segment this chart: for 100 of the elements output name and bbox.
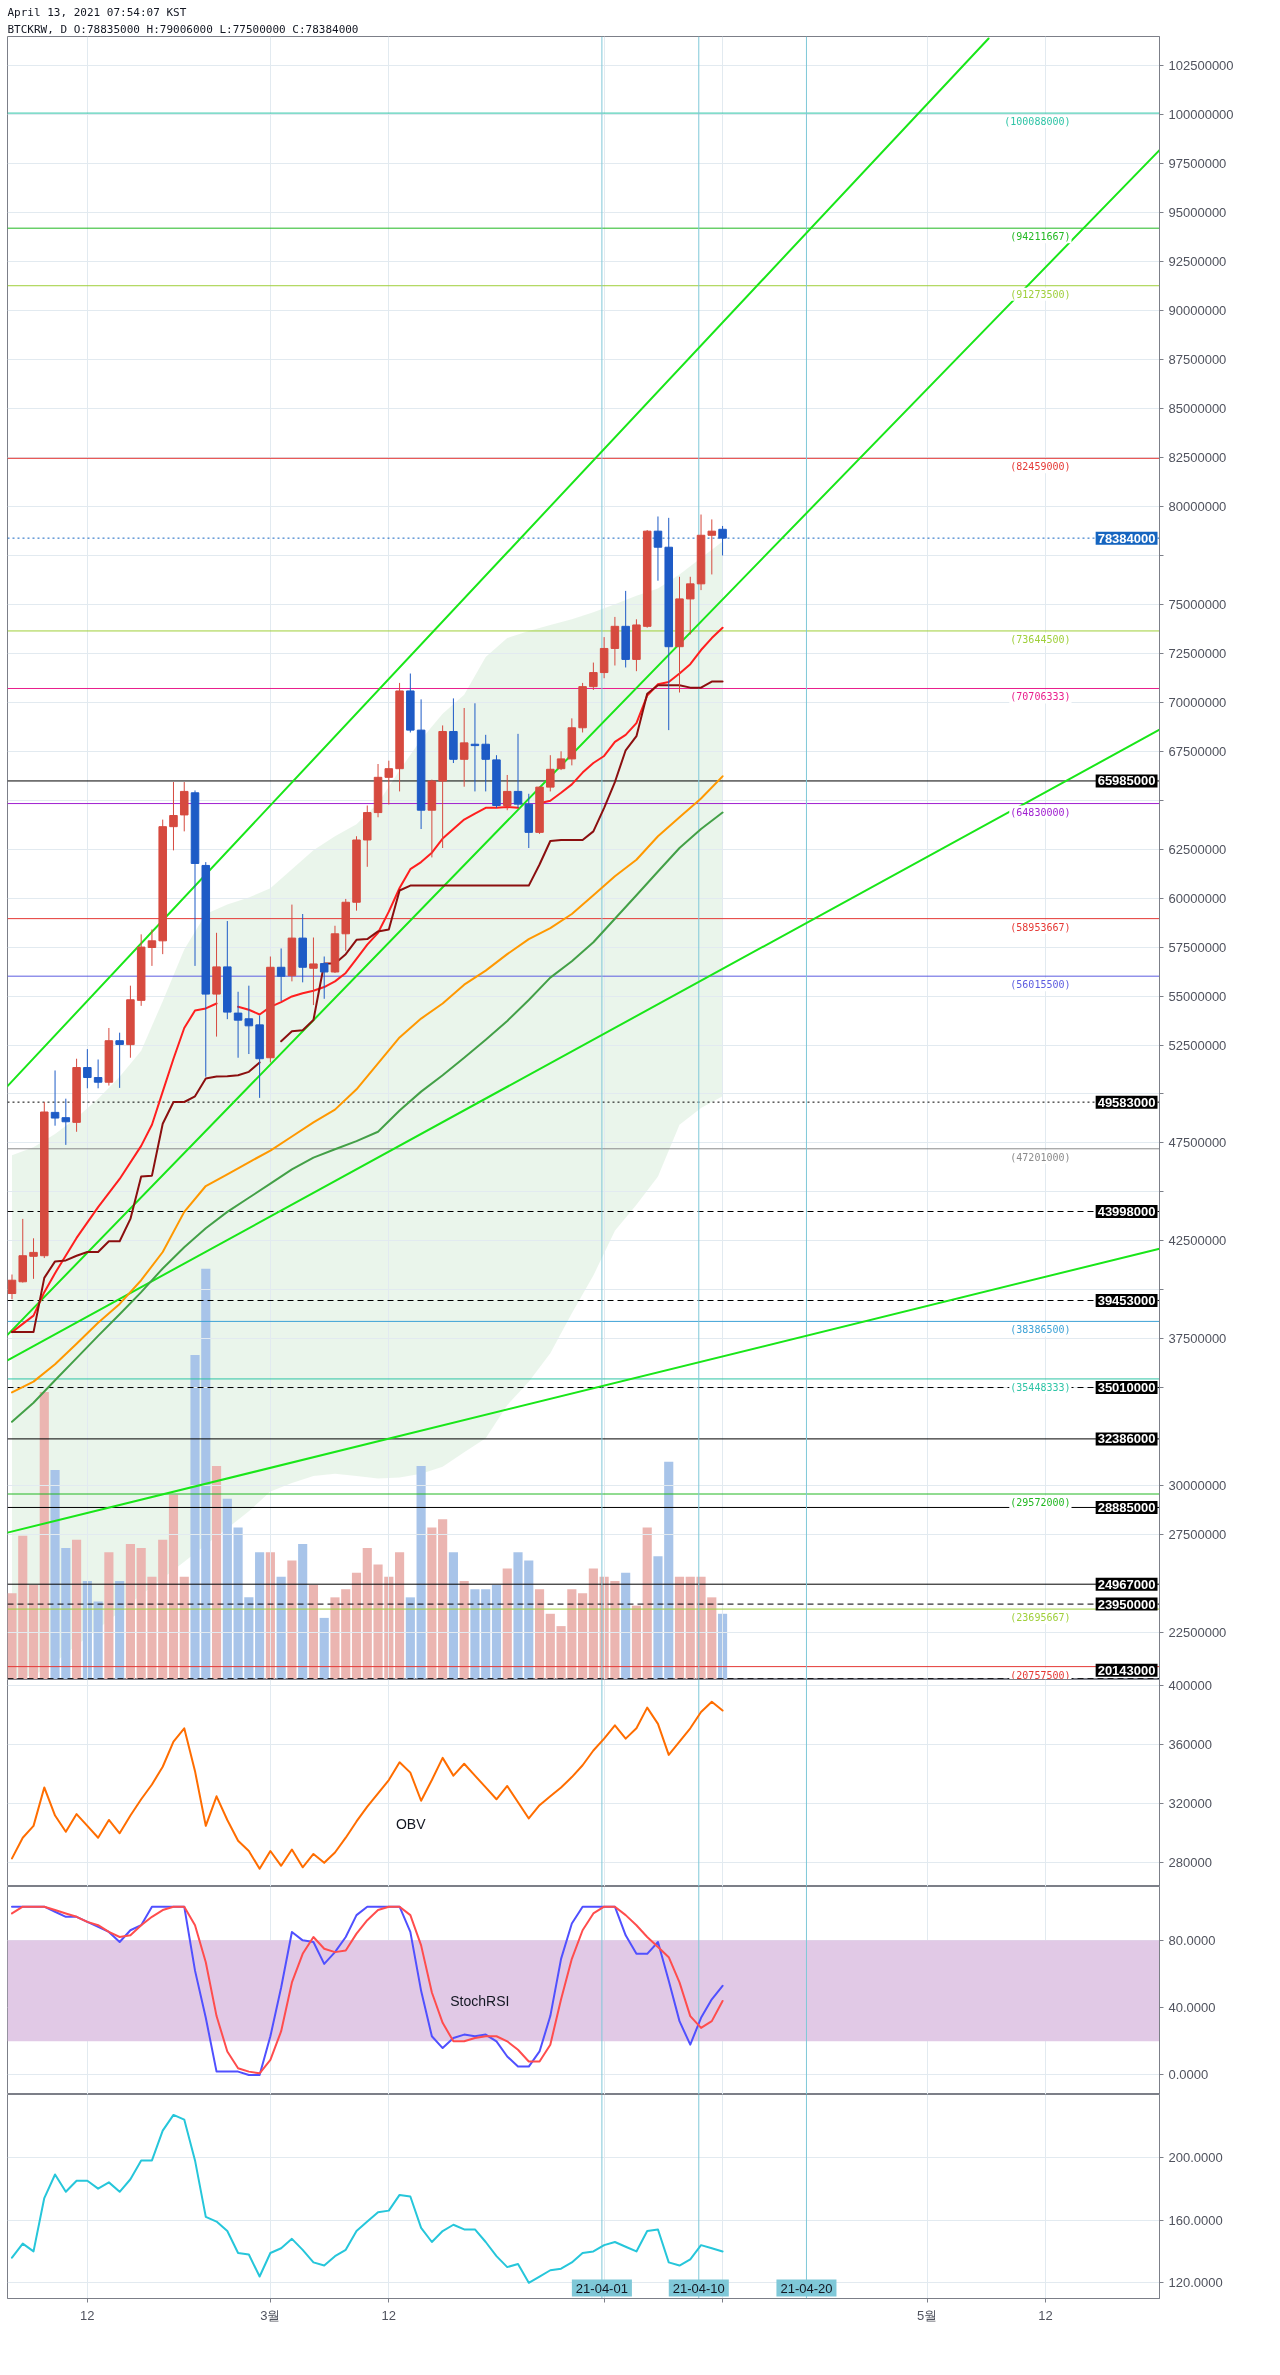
ref-line-label: (56015500) <box>1010 979 1071 991</box>
ref-line-label: (94211667) <box>1010 231 1071 243</box>
y-tick-label: 30000000 <box>1168 1478 1227 1494</box>
x-tick-label: 3월 <box>260 2307 281 2323</box>
y-tick-label: 97500000 <box>1168 156 1227 172</box>
y-tick-label: 67500000 <box>1168 743 1227 759</box>
candlestick <box>7 1274 17 1300</box>
y-tick-label: 75000000 <box>1168 596 1227 612</box>
candlestick <box>169 781 178 851</box>
bar <box>125 1543 135 1679</box>
ref-line-label: (38386500) <box>1010 1324 1071 1336</box>
bar <box>588 1568 598 1679</box>
ref-line-label: (47201000) <box>1010 1151 1071 1163</box>
bar <box>211 1465 222 1679</box>
x-tick-label: 12 <box>80 2307 95 2323</box>
y-tick-label: 120.0000 <box>1168 2275 1223 2291</box>
ref-line-label: 23950000 <box>1097 1596 1156 1612</box>
ref-line-label: (73644500) <box>1010 633 1071 645</box>
candlestick <box>513 733 523 809</box>
chart-title: April 13, 2021 07:54:07 KST <box>7 5 187 19</box>
y-tick-label: 55000000 <box>1168 988 1227 1004</box>
annotation: OBV <box>395 1816 427 1833</box>
chart-subtitle: BTCKRW, D O:78835000 H:79006000 L:77500000 C:78384000 <box>7 22 359 36</box>
y-tick-label: 280000 <box>1168 1855 1212 1871</box>
ref-line-label: 32386000 <box>1097 1431 1156 1447</box>
candlestick <box>589 662 598 691</box>
bar <box>491 1585 502 1679</box>
y-tick-label: 100000000 <box>1168 107 1234 123</box>
candlestick <box>707 518 717 575</box>
x-tick-label: 12 <box>381 2307 397 2323</box>
ref-line-label: 28885000 <box>1097 1499 1156 1515</box>
candlestick <box>481 734 490 792</box>
y-tick-label: 57500000 <box>1168 939 1227 955</box>
y-tick-label: 87500000 <box>1168 352 1227 368</box>
candlestick <box>459 707 469 788</box>
ref-line-label: (64830000) <box>1010 806 1071 818</box>
ref-line-label: (58953667) <box>1010 921 1071 933</box>
y-tick-label: 360000 <box>1168 1737 1212 1753</box>
candlestick <box>50 1069 60 1127</box>
y-tick-label: 90000000 <box>1168 303 1227 319</box>
candlestick <box>233 991 243 1059</box>
candlestick <box>686 576 695 635</box>
ref-line-label: (23695667) <box>1010 1612 1071 1624</box>
y-tick-label: 400000 <box>1168 1677 1212 1693</box>
line-series <box>10 1700 724 1870</box>
candlestick <box>115 1032 124 1089</box>
annotation: StochRSI <box>450 1992 510 2009</box>
y-tick-label: 22500000 <box>1168 1625 1227 1640</box>
y-tick-label: 95000000 <box>1168 205 1227 221</box>
bar <box>308 1585 319 1679</box>
ref-line-label: 78384000 <box>1097 530 1156 546</box>
y-tick-label: 102500000 <box>1168 58 1234 74</box>
candlestick <box>179 781 189 832</box>
candlestick <box>502 774 512 811</box>
ref-line-label: 21-04-10 <box>672 2280 725 2296</box>
ref-line-label: (35448333) <box>1010 1381 1071 1393</box>
x-tick-label: 5월 <box>917 2307 938 2323</box>
ref-line-label: 49583000 <box>1097 1094 1156 1110</box>
bar <box>298 1543 308 1679</box>
ref-line-label: 65985000 <box>1097 773 1156 789</box>
y-tick-label: 27500000 <box>1168 1527 1227 1543</box>
bar <box>631 1605 642 1679</box>
bar <box>427 1527 437 1679</box>
ref-line-label: (91273500) <box>1010 288 1071 300</box>
ref-line-label: 43998000 <box>1097 1204 1156 1220</box>
y-tick-label: 70000000 <box>1168 694 1227 710</box>
y-tick-label: 72500000 <box>1168 645 1227 661</box>
y-tick-label: 320000 <box>1168 1796 1212 1812</box>
candlestick <box>384 760 394 806</box>
candlestick <box>276 947 286 1002</box>
bar <box>39 1391 49 1679</box>
bar <box>179 1576 189 1679</box>
ref-line-label: 35010000 <box>1097 1380 1156 1396</box>
line-series <box>10 2113 724 2284</box>
candlestick <box>546 754 555 792</box>
y-tick-label: 92500000 <box>1168 254 1227 270</box>
ref-line-label: (100088000) <box>1004 116 1071 128</box>
bar <box>72 1539 82 1679</box>
y-tick-label: 60000000 <box>1168 890 1227 906</box>
candlestick <box>83 1048 92 1089</box>
bar <box>448 1552 458 1679</box>
y-tick-label: 80000000 <box>1168 498 1227 514</box>
candlestick <box>610 616 620 666</box>
ref-line-label: (82459000) <box>1010 461 1071 473</box>
ref-line-label: 21-04-01 <box>575 2280 628 2296</box>
y-tick-label: 85000000 <box>1168 401 1227 417</box>
y-tick-label: 82500000 <box>1168 450 1227 466</box>
bar <box>438 1519 448 1679</box>
ref-line-label: 24967000 <box>1097 1576 1156 1592</box>
candlestick <box>319 956 329 1000</box>
bar <box>115 1580 125 1679</box>
bar <box>255 1552 265 1679</box>
bar <box>642 1527 652 1679</box>
bar <box>578 1593 588 1679</box>
ref-line-label: (29572000) <box>1010 1497 1071 1509</box>
bar <box>351 1572 362 1679</box>
y-tick-label: 62500000 <box>1168 841 1227 857</box>
bar <box>104 1552 114 1679</box>
bar <box>459 1580 469 1679</box>
y-tick-label: 47500000 <box>1168 1135 1227 1151</box>
